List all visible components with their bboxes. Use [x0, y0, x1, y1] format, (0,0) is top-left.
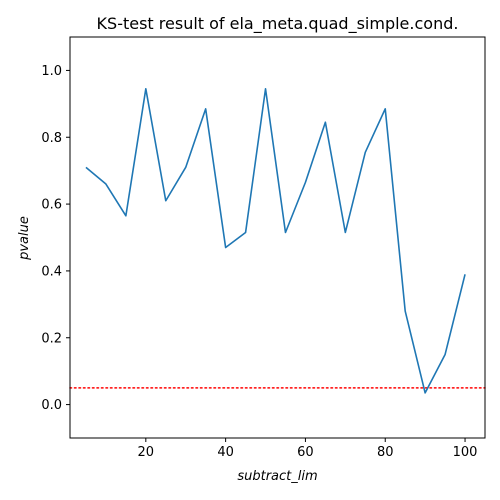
x-axis: 20 40 60 80 100 — [138, 438, 478, 460]
y-tick-label: 0.8 — [41, 131, 62, 146]
series-line — [85, 88, 466, 394]
y-axis-label: pvalue — [17, 216, 32, 261]
y-tick-label: 0.4 — [41, 264, 62, 279]
x-tick-label: 100 — [453, 445, 478, 460]
y-tick-label: 0.2 — [41, 331, 62, 346]
x-tick-label: 20 — [138, 445, 155, 460]
chart-title: KS-test result of ela_meta.quad_simple.c… — [97, 14, 459, 34]
y-axis: 0.0 0.2 0.4 0.6 0.8 1.0 — [41, 64, 70, 413]
x-tick-label: 60 — [297, 445, 314, 460]
x-tick-label: 80 — [377, 445, 394, 460]
x-tick-label: 40 — [217, 445, 234, 460]
x-axis-label: subtract_lim — [237, 469, 317, 484]
y-tick-label: 1.0 — [41, 64, 62, 79]
plot-area — [69, 88, 486, 394]
y-tick-label: 0.0 — [41, 398, 62, 413]
plot-frame — [69, 36, 486, 439]
y-tick-label: 0.6 — [41, 198, 62, 213]
